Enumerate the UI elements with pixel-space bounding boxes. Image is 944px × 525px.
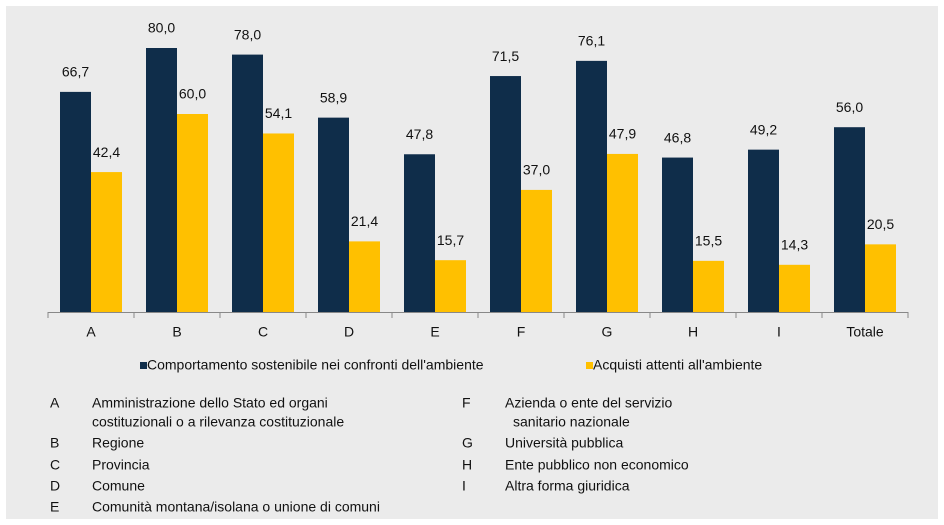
x-tick-label: D [344,324,354,340]
x-tick-label: C [258,324,268,340]
value-label: 58,9 [320,89,347,105]
bar [263,133,294,312]
value-label: 78,0 [234,26,261,42]
value-label: 21,4 [351,213,378,229]
key-text: Comune [92,478,145,494]
legend-swatch [140,362,147,369]
value-label: 60,0 [179,86,206,102]
value-label: 76,1 [578,33,605,49]
key-text: Altra forma giuridica [505,478,630,494]
x-tick-label: G [602,324,613,340]
value-label: 71,5 [492,48,519,64]
bar [404,154,435,312]
x-tick-label: A [86,324,96,340]
bar [865,244,896,312]
bar [232,54,263,312]
value-label: 47,9 [609,126,636,142]
value-label: 56,0 [836,99,863,115]
key-letter: E [50,499,59,515]
value-label: 49,2 [750,121,777,137]
key-text: Università pubblica [505,435,623,451]
legend-label: Acquisti attenti all'ambiente [593,357,762,373]
bar [435,260,466,312]
bar [834,127,865,312]
key-letter: A [50,395,60,411]
key-text: sanitario nazionale [513,414,630,430]
key-letter: H [462,457,472,473]
value-label: 42,4 [93,144,120,160]
key-letter: B [50,435,59,451]
value-label: 15,7 [437,232,464,248]
legend-label: Comportamento sostenibile nei confronti … [147,357,484,373]
key-letter: G [462,435,473,451]
bar [60,91,91,312]
value-label: 54,1 [265,105,292,121]
bar [521,189,552,312]
bar [576,60,607,313]
bar [779,264,810,312]
key-text: costituzionali o a rilevanza costituzion… [92,414,344,430]
key-letter: C [50,457,60,473]
x-tick-label: E [430,324,439,340]
value-label: 46,8 [664,129,691,145]
x-tick-label: Totale [846,324,884,340]
x-tick-label: H [688,324,698,340]
value-label: 47,8 [406,126,433,142]
value-label: 14,3 [781,237,808,253]
bar [748,149,779,312]
key-text: Amministrazione dello Stato ed organi [92,395,328,411]
bar [662,157,693,312]
bar [146,48,177,312]
x-tick-label: I [777,324,781,340]
key-letter: D [50,478,60,494]
value-label: 80,0 [148,20,175,36]
bar [490,76,521,312]
x-tick-label: B [172,324,181,340]
bar [318,117,349,312]
key-text: Regione [92,435,144,451]
legend-swatch [586,362,593,369]
bar [91,172,122,312]
value-label: 37,0 [523,162,550,178]
value-label: 15,5 [695,233,722,249]
key-letter: F [462,395,471,411]
value-label: 66,7 [62,64,89,80]
key-text: Comunità montana/isolana o unione di com… [92,499,380,515]
key-text: Provincia [92,457,150,473]
bar [177,114,208,312]
bar [693,260,724,312]
key-text: Azienda o ente del servizio [505,395,673,411]
bar [607,153,638,312]
key-text: Ente pubblico non economico [505,457,689,473]
value-label: 20,5 [867,216,894,232]
key-letter: I [462,478,466,494]
bar [349,241,380,312]
x-tick-label: F [517,324,526,340]
